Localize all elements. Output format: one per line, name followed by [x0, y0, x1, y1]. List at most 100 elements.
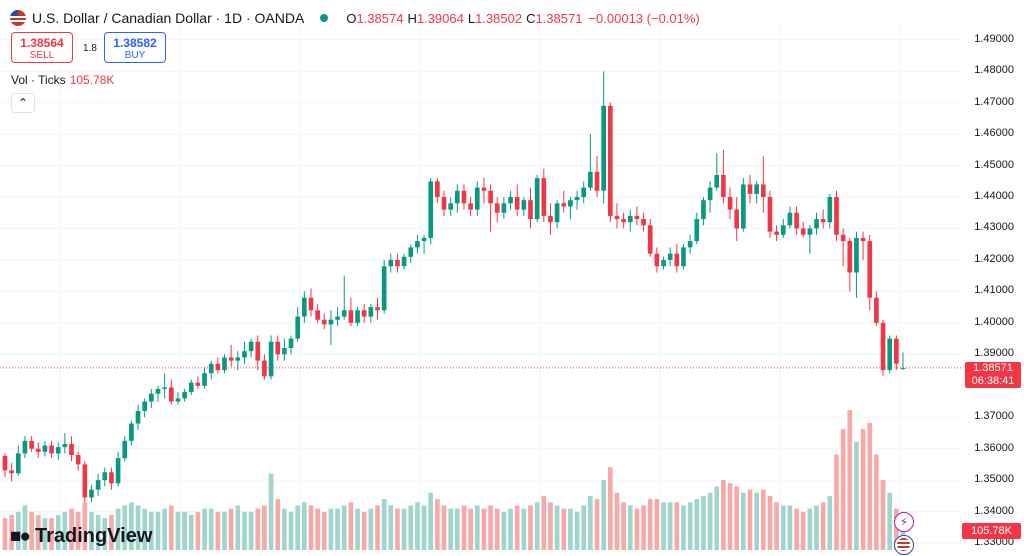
- volume-bar: [707, 492, 713, 550]
- candle-body: [594, 171, 600, 191]
- axis-label: 1.36000: [974, 441, 1014, 454]
- candle-body: [215, 363, 221, 371]
- volume-bars: [2, 410, 906, 550]
- candle-body: [435, 181, 440, 198]
- candle-body: [341, 310, 347, 317]
- candle-body: [115, 458, 121, 484]
- candle-body: [667, 253, 673, 260]
- open-value: 1.38574: [356, 10, 404, 26]
- sell-button[interactable]: 1.38564 SELL: [11, 32, 73, 63]
- market-status-icon[interactable]: [320, 14, 329, 22]
- high-label: H: [407, 10, 417, 26]
- candle-body: [894, 338, 899, 364]
- volume-bar: [248, 511, 254, 550]
- axis-label: 1.47000: [974, 95, 1014, 108]
- candle-body: [468, 203, 473, 210]
- last-price: 1.38571: [973, 362, 1013, 374]
- volume-bar: [494, 508, 500, 550]
- volume-bar: [714, 486, 720, 550]
- volume-bar: [168, 505, 174, 550]
- candle-body: [474, 187, 480, 210]
- sell-label: SELL: [29, 50, 55, 61]
- buy-button[interactable]: 1.38582 BUY: [104, 32, 166, 63]
- candle-body: [421, 237, 427, 242]
- candle-body: [361, 310, 367, 317]
- volume-bar: [787, 505, 793, 550]
- axis-label: 1.43000: [974, 221, 1014, 234]
- candle-body: [255, 341, 261, 361]
- candle-body: [867, 241, 873, 298]
- collapse-legend-button[interactable]: ⌃: [11, 93, 35, 113]
- candle-body: [182, 392, 187, 399]
- sell-price: 1.38564: [20, 36, 64, 50]
- volume-bar: [368, 508, 374, 550]
- candle-body: [501, 203, 507, 213]
- volume-bar: [501, 511, 507, 550]
- volume-bar: [767, 495, 773, 550]
- chart-header: U.S. Dollar / Canadian Dollar · 1D · OAN…: [10, 8, 700, 28]
- candle-body: [428, 181, 434, 238]
- candle-body: [601, 105, 606, 191]
- candle-body: [208, 363, 214, 374]
- candle-body: [401, 256, 407, 267]
- volume-bar: [69, 508, 74, 550]
- volume-bar: [854, 441, 859, 550]
- volume-bar: [800, 511, 806, 550]
- volume-bar: [275, 499, 281, 550]
- candle-body: [22, 440, 28, 454]
- volume-bar: [654, 499, 660, 550]
- volume-bar: [694, 499, 700, 550]
- candle-body: [541, 178, 547, 216]
- volume-bar: [561, 508, 567, 550]
- high-value: 1.39064: [416, 10, 464, 26]
- candle-body: [454, 190, 460, 204]
- volume-bar: [188, 515, 194, 550]
- event-lightning-icon[interactable]: ⚡: [894, 512, 914, 532]
- volume-bar: [295, 505, 301, 550]
- volume-bar: [860, 429, 866, 550]
- candle-body: [627, 215, 633, 223]
- volume-bar: [834, 454, 839, 550]
- volume-bar: [481, 508, 487, 550]
- axis-label: 1.44000: [974, 190, 1014, 203]
- volume-bar: [262, 505, 267, 550]
- volume-bar: [228, 508, 234, 550]
- volume-bar: [488, 505, 493, 550]
- event-us-flag-icon[interactable]: [894, 535, 914, 555]
- axis-label: 1.33000: [974, 536, 1014, 549]
- tradingview-logo[interactable]: ■● TradingView: [10, 525, 152, 548]
- volume-bar: [780, 505, 786, 550]
- candle-body: [149, 393, 154, 402]
- volume-legend[interactable]: Vol · Ticks 105.78K: [11, 73, 114, 87]
- candle-body: [175, 398, 181, 402]
- candle-body: [2, 455, 8, 471]
- candle-body: [315, 310, 320, 320]
- candle-body: [521, 200, 527, 210]
- volume-bar: [461, 505, 467, 550]
- candle-body: [228, 357, 234, 361]
- candle-body: [661, 259, 666, 267]
- candle-body: [195, 382, 201, 386]
- candle-body: [561, 203, 567, 207]
- candle-body: [807, 228, 813, 235]
- volume-bar: [880, 480, 886, 550]
- volume-bar: [175, 511, 181, 550]
- candle-body: [621, 219, 626, 223]
- symbol-title[interactable]: U.S. Dollar / Canadian Dollar · 1D · OAN…: [32, 10, 305, 26]
- candle-body: [508, 197, 513, 204]
- volume-bar: [641, 505, 646, 550]
- volume-bar: [308, 505, 314, 550]
- volume-bar: [235, 505, 241, 550]
- axis-label: 1.48000: [974, 64, 1014, 77]
- candle-body: [122, 440, 128, 459]
- candle-body: [634, 215, 640, 220]
- candle-body: [820, 219, 826, 223]
- open-label: O: [346, 10, 357, 26]
- volume-bar: [361, 511, 367, 550]
- volume-value: 105.78K: [69, 73, 115, 87]
- volume-bar: [15, 511, 21, 550]
- volume-bar: [288, 511, 294, 550]
- candle-body: [162, 387, 167, 389]
- candle-body: [9, 470, 14, 474]
